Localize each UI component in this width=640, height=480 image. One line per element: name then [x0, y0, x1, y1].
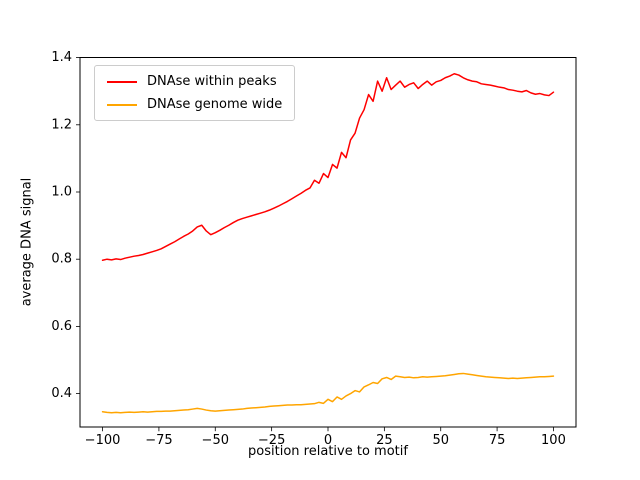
y-tick-label: 0.4 [51, 386, 72, 401]
x-tick-label: −25 [258, 433, 285, 448]
y-tick-label: 0.8 [51, 252, 72, 267]
y-tick-label: 0.6 [51, 319, 72, 334]
x-tick-label: −75 [145, 433, 172, 448]
legend: DNAse within peaks DNAse genome wide [94, 65, 296, 121]
axes-frame [79, 57, 577, 428]
x-axis-label: position relative to motif [248, 444, 408, 459]
series-line-0 [101, 72, 555, 261]
y-tick-label: 1.0 [51, 185, 72, 200]
legend-item-dnase-within-peaks: DNAse within peaks [107, 74, 282, 89]
x-tick-label: 75 [489, 433, 506, 448]
legend-label: DNAse within peaks [147, 74, 277, 89]
x-tick-label: −50 [202, 433, 229, 448]
y-tick-label: 1.2 [51, 117, 72, 132]
legend-line-swatch-orange [107, 103, 137, 106]
legend-line-swatch-red [107, 80, 137, 83]
x-tick-label: −100 [85, 433, 121, 448]
x-tick-label: 25 [376, 433, 393, 448]
x-tick-label: 50 [432, 433, 449, 448]
series-line-1 [101, 372, 555, 414]
y-tick-label: 1.4 [51, 50, 72, 65]
legend-item-dnase-genome-wide: DNAse genome wide [107, 97, 282, 112]
y-axis-label: average DNA signal [19, 177, 35, 307]
legend-label: DNAse genome wide [147, 97, 283, 112]
x-tick-label: 100 [541, 433, 566, 448]
x-tick-label: 0 [324, 433, 332, 448]
